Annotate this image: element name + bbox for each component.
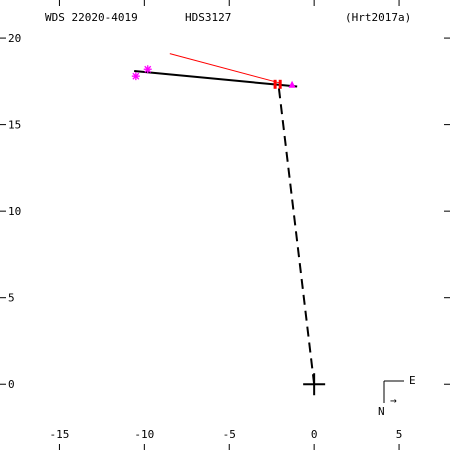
x-tick-label: -10 [134,428,154,441]
asterisk-stroke [144,65,152,73]
red-bar-marker [273,79,277,89]
x-tick-label: 0 [311,428,318,441]
asterisk-stroke [132,72,140,80]
discoverer-code-label: HDS3127 [185,11,231,24]
asterisk-marker [143,65,152,74]
separation-dashed-line [277,84,316,385]
x-tick-label: -5 [223,428,236,441]
chart-markers [131,65,296,89]
compass-arrow-icon: → [390,394,397,407]
y-tick-label: 0 [8,378,15,391]
x-tick-label: -15 [49,428,69,441]
primary-star-marker [303,373,326,396]
y-axis-tick-labels: 0 5 10 15 20 [8,32,21,391]
residual-line [169,53,281,84]
x-tick-label: 5 [396,428,403,441]
asterisk-marker [131,72,140,81]
reference-label: (Hrt2017a) [345,11,411,24]
y-tick-label: 15 [8,119,21,132]
x-axis-tick-labels: -15 -10 -5 0 5 [49,428,402,441]
wds-id-label: WDS 22020-4019 [45,11,138,24]
triangle-marker [288,80,296,88]
y-tick-label: 10 [8,205,21,218]
red-bar-marker [278,79,282,89]
x-axis-ticks [58,0,400,450]
y-tick-label: 20 [8,32,21,45]
y-axis-ticks [0,37,450,385]
y-tick-label: 5 [8,292,15,305]
compass-east-label: E [409,374,416,387]
compass: E N → [378,374,416,418]
compass-north-label: N [378,405,385,418]
